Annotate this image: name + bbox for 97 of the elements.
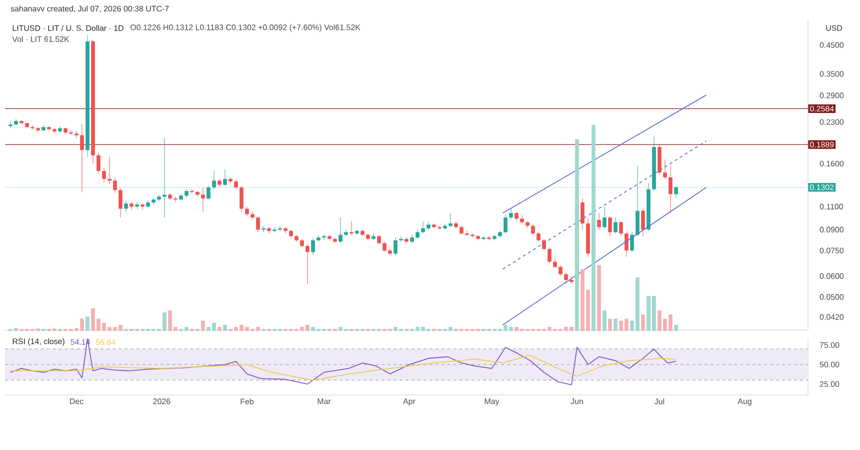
candlestick bbox=[344, 229, 348, 236]
candlestick bbox=[30, 124, 34, 130]
candlestick bbox=[58, 126, 62, 133]
candlestick bbox=[564, 272, 568, 284]
candlestick bbox=[157, 194, 161, 202]
candlestick bbox=[624, 232, 628, 258]
candlestick bbox=[306, 244, 310, 284]
candlestick bbox=[135, 202, 139, 209]
candlestick bbox=[641, 208, 645, 236]
candlestick bbox=[448, 212, 452, 228]
candlestick bbox=[404, 237, 408, 244]
candlestick bbox=[96, 152, 100, 174]
candlestick bbox=[421, 220, 425, 234]
candlestick bbox=[113, 177, 117, 194]
candlestick bbox=[162, 138, 166, 218]
candlestick bbox=[311, 237, 315, 256]
bar bbox=[641, 314, 645, 331]
candlestick bbox=[668, 164, 672, 214]
candlestick bbox=[416, 229, 420, 240]
candlestick bbox=[350, 220, 354, 236]
candlestick bbox=[272, 226, 276, 232]
candlestick bbox=[47, 126, 51, 132]
candlestick bbox=[514, 212, 518, 222]
candlestick bbox=[520, 215, 524, 224]
candlestick bbox=[80, 124, 84, 192]
candlestick bbox=[382, 241, 386, 252]
candlestick bbox=[240, 186, 244, 212]
candlestick bbox=[267, 226, 271, 234]
line-series bbox=[10, 354, 676, 381]
candlestick bbox=[190, 188, 194, 194]
candlestick bbox=[333, 237, 337, 244]
candlestick bbox=[118, 187, 122, 218]
candlestick bbox=[570, 276, 574, 284]
candlestick bbox=[130, 201, 134, 210]
bar bbox=[602, 310, 606, 331]
candlestick bbox=[504, 214, 508, 234]
candlestick bbox=[108, 156, 112, 184]
candlestick bbox=[284, 226, 288, 234]
candlestick bbox=[410, 234, 414, 244]
candlestick bbox=[608, 216, 612, 236]
candlestick bbox=[394, 237, 398, 256]
candlestick bbox=[152, 197, 156, 205]
bar bbox=[218, 326, 222, 331]
candlestick bbox=[74, 131, 78, 138]
candlestick bbox=[201, 187, 205, 212]
candlestick bbox=[338, 217, 342, 244]
bar bbox=[86, 316, 90, 331]
candlestick bbox=[377, 234, 381, 245]
candlestick bbox=[509, 208, 513, 220]
candlestick bbox=[476, 234, 480, 241]
candlestick bbox=[322, 234, 326, 241]
bar bbox=[674, 324, 678, 331]
candlestick bbox=[36, 126, 40, 132]
candlestick bbox=[597, 212, 601, 230]
candlestick bbox=[316, 234, 320, 242]
candlestick bbox=[526, 220, 530, 229]
candlestick bbox=[492, 234, 496, 241]
candlestick bbox=[372, 233, 376, 241]
candlestick bbox=[399, 236, 403, 242]
candlestick bbox=[663, 159, 667, 180]
candlestick bbox=[256, 216, 260, 232]
bar bbox=[614, 318, 618, 331]
candlestick bbox=[432, 223, 436, 229]
candlestick bbox=[174, 196, 178, 203]
bar bbox=[575, 139, 579, 331]
candlestick bbox=[388, 248, 392, 256]
candlestick bbox=[196, 190, 200, 197]
candlestick bbox=[355, 229, 359, 236]
candlestick bbox=[630, 232, 634, 252]
bar bbox=[592, 124, 596, 331]
candlestick bbox=[250, 212, 254, 220]
candlestick bbox=[8, 120, 12, 128]
candlestick bbox=[558, 264, 562, 276]
candlestick bbox=[536, 232, 540, 242]
bar bbox=[223, 324, 227, 331]
candlestick bbox=[443, 223, 447, 230]
candlestick bbox=[245, 206, 249, 217]
bar bbox=[608, 318, 612, 331]
candlestick bbox=[531, 224, 535, 236]
candlestick bbox=[140, 203, 144, 210]
candlestick bbox=[602, 206, 606, 229]
candlestick bbox=[619, 220, 623, 236]
candlestick bbox=[580, 198, 584, 230]
candlestick bbox=[553, 258, 557, 269]
candlestick bbox=[614, 217, 618, 234]
candlestick bbox=[102, 168, 106, 183]
candlestick bbox=[548, 247, 552, 264]
candlestick bbox=[168, 192, 172, 201]
candlestick bbox=[228, 177, 232, 184]
candlestick bbox=[426, 222, 430, 230]
candlestick bbox=[234, 180, 238, 190]
candlestick bbox=[124, 200, 128, 212]
candlestick bbox=[328, 234, 332, 241]
candlestick bbox=[465, 230, 469, 236]
candlestick bbox=[454, 220, 458, 229]
bar bbox=[597, 265, 601, 331]
candlestick bbox=[52, 128, 56, 134]
